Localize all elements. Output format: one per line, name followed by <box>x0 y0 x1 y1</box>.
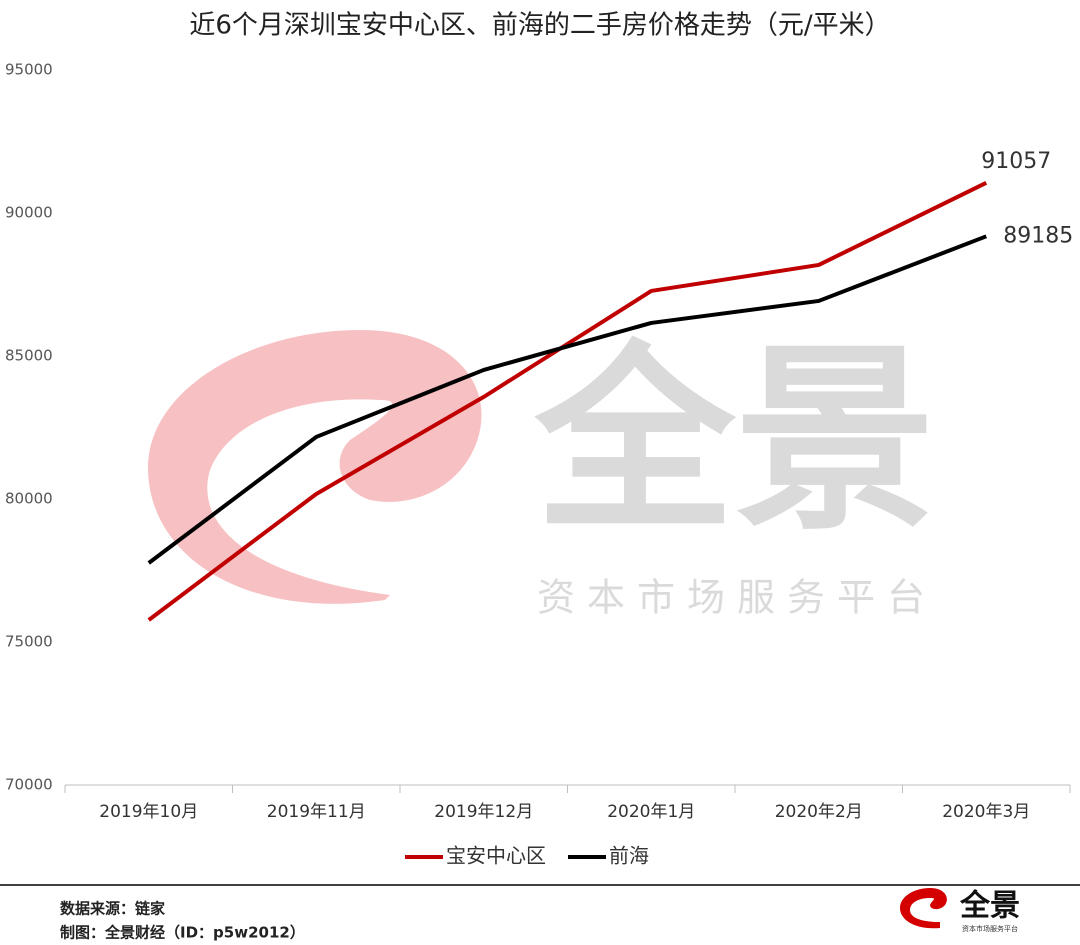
watermark-title: 全景 <box>534 325 935 558</box>
x-tick-label: 2020年1月 <box>607 802 695 822</box>
footer-source: 数据来源：链家 <box>60 900 165 918</box>
x-tick-label: 2019年10月 <box>99 802 198 822</box>
y-tick-label: 80000 <box>5 490 53 508</box>
x-tick-label: 2020年3月 <box>942 802 1030 822</box>
y-tick-label: 75000 <box>5 633 53 651</box>
legend-label: 宝安中心区 <box>446 844 546 868</box>
x-tick-label: 2019年12月 <box>434 802 533 822</box>
y-tick-label: 85000 <box>5 347 53 365</box>
series-line <box>147 180 988 622</box>
watermark-swirl <box>147 330 482 604</box>
y-tick-label: 95000 <box>5 61 53 79</box>
chart-title: 近6个月深圳宝安中心区、前海的二手房价格走势（元/平米） <box>189 11 890 41</box>
footer-logo-mark <box>900 888 947 929</box>
y-tick-label: 70000 <box>5 776 53 794</box>
data-label: 89185 <box>1003 223 1073 248</box>
footer-logo-sub: 资本市场服务平台 <box>962 924 1018 933</box>
footer-logo-text: 全景 <box>959 889 1020 924</box>
legend-label: 前海 <box>609 844 649 868</box>
footer-credit: 制图：全景财经（ID：p5w2012） <box>60 924 305 942</box>
series-line <box>147 234 987 565</box>
watermark-subtitle: 资本市场服务平台 <box>537 576 937 620</box>
y-tick-label: 90000 <box>5 204 53 222</box>
x-tick-label: 2019年11月 <box>267 802 366 822</box>
x-tick-label: 2020年2月 <box>775 802 863 822</box>
footer-logo: 全景 资本市场服务平台 <box>900 888 1020 933</box>
watermark: 全景 资本市场服务平台 <box>147 325 937 620</box>
data-label: 91057 <box>981 149 1051 174</box>
